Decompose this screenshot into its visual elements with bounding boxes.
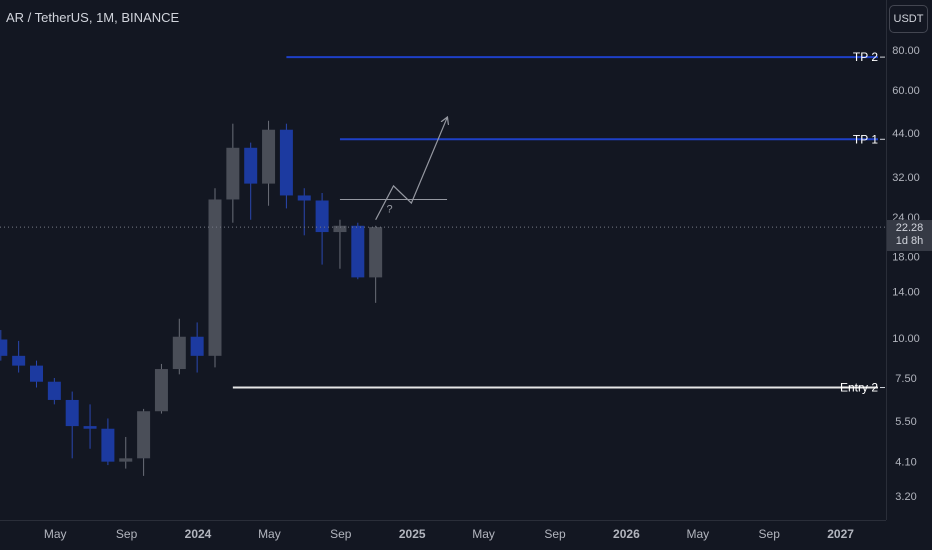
- level-label: Entry 2: [840, 381, 878, 395]
- time-tick-label: Sep: [116, 527, 138, 541]
- candle-body: [101, 429, 114, 462]
- current-price-value: 22.28: [887, 222, 932, 235]
- candle-body: [12, 356, 25, 366]
- candle-body: [262, 130, 275, 184]
- question-mark: ?: [386, 203, 392, 215]
- candle-body: [191, 337, 204, 356]
- candle-body: [48, 382, 61, 400]
- time-tick-label: May: [44, 527, 67, 541]
- time-tick-label: 2024: [185, 527, 212, 541]
- time-tick-label: 2026: [613, 527, 640, 541]
- candles: [0, 121, 382, 476]
- candle-body: [351, 226, 364, 278]
- price-tick-label: 44.00: [892, 128, 920, 140]
- time-tick-label: May: [472, 527, 495, 541]
- level-lines: TP 2 TP 1 Entry 2: [233, 50, 885, 394]
- currency-button[interactable]: USDT: [889, 5, 928, 33]
- price-tick-label: 7.50: [895, 373, 916, 385]
- level-label: TP 1: [853, 132, 878, 146]
- candle-body: [316, 200, 329, 232]
- candle-body: [84, 426, 97, 429]
- bar-countdown: 1d 8h: [887, 235, 932, 248]
- price-tick-label: 80.00: [892, 45, 920, 57]
- candle-body: [298, 195, 311, 200]
- candle-body: [155, 369, 168, 411]
- price-tick-label: 18.00: [892, 252, 920, 264]
- level-label: TP 2: [853, 50, 878, 64]
- price-tick-label: 32.00: [892, 172, 920, 184]
- time-tick-label: 2025: [399, 527, 426, 541]
- time-tick-label: Sep: [759, 527, 781, 541]
- time-tick-label: 2027: [827, 527, 854, 541]
- price-tick-label: 14.00: [892, 287, 920, 299]
- time-axis-border: [0, 520, 886, 521]
- price-tick-label: 10.00: [892, 333, 920, 345]
- candle-body: [0, 340, 7, 356]
- price-tick-label: 3.20: [895, 491, 916, 503]
- current-price-badge: 22.28 1d 8h: [887, 220, 932, 251]
- candle-body: [226, 148, 239, 200]
- candle-body: [369, 227, 382, 277]
- time-tick-label: May: [686, 527, 709, 541]
- price-tick-label: 4.10: [895, 457, 916, 469]
- candle-body: [30, 366, 43, 382]
- price-tick-label: 5.50: [895, 416, 916, 428]
- candle-body: [209, 199, 222, 355]
- time-axis[interactable]: May Sep 2024 May Sep 2025 May Sep 2026 May Sep 2027: [44, 527, 854, 541]
- candle-body: [280, 130, 293, 196]
- candle-body: [137, 411, 150, 458]
- price-axis[interactable]: 80.0060.0044.0032.0024.0018.0014.0010.00…: [892, 45, 920, 503]
- annotations: ?: [340, 118, 447, 220]
- price-axis-border: [886, 0, 887, 520]
- symbol-title[interactable]: AR / TetherUS, 1M, BINANCE: [6, 10, 179, 25]
- candle-body: [66, 400, 79, 426]
- candle-body: [173, 337, 186, 369]
- time-tick-label: Sep: [330, 527, 352, 541]
- candle-body: [244, 148, 257, 184]
- price-tick-label: 60.00: [892, 85, 920, 97]
- time-tick-label: Sep: [544, 527, 566, 541]
- candle-body: [119, 458, 132, 461]
- time-tick-label: May: [258, 527, 281, 541]
